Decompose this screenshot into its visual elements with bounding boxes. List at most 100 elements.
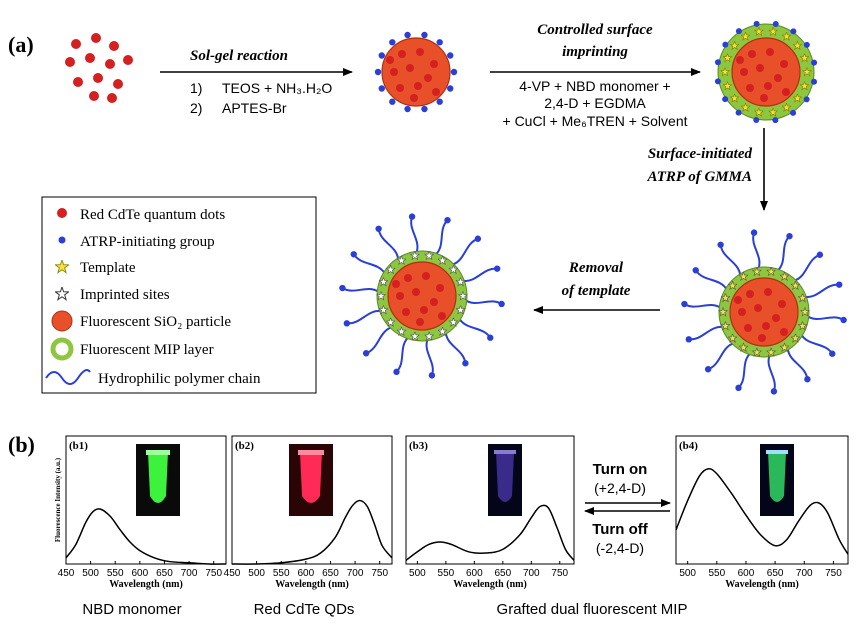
embedded-quantum-dot [746, 84, 754, 92]
chart-panel-label: (b1) [69, 440, 88, 452]
x-tick-label: 750 [371, 568, 388, 579]
spectrum-line [231, 499, 393, 565]
initiator-group [811, 59, 818, 66]
embedded-quantum-dot [414, 82, 422, 90]
x-tick-label: 600 [132, 568, 149, 579]
legend-label-quantum-dots: Red CdTe quantum dots [80, 207, 225, 223]
caption-b2: Red CdTe QDs [254, 601, 355, 618]
embedded-quantum-dot [396, 84, 404, 92]
polymer-chain [683, 303, 721, 309]
chart-b1: (b1) 450 500 550 600 650 700 750 Wavelength (nm)… [54, 435, 227, 590]
initiator-group [790, 28, 797, 35]
embedded-quantum-dot [740, 68, 748, 76]
polymer-chain [737, 352, 751, 389]
x-axis-label: Wavelength (nm) [275, 579, 349, 590]
turn-off-condition: (-2,4-D) [596, 540, 644, 556]
embedded-quantum-dot [402, 308, 410, 316]
chain-end-group [362, 350, 370, 357]
red-quantum-dot [113, 79, 123, 89]
initiator-group [447, 85, 454, 92]
initiator-group [404, 105, 411, 113]
turn-on-condition: (+2,4-D) [594, 480, 646, 496]
chain-end-group [692, 267, 699, 274]
chain-end-group [493, 265, 501, 272]
red-quantum-dot [107, 93, 117, 103]
polymer-chain [425, 339, 434, 376]
embedded-quantum-dot [780, 328, 788, 336]
chain-end-group [343, 320, 351, 327]
x-tick-label: 750 [551, 568, 568, 579]
red-quantum-dot [65, 57, 75, 67]
initiator-group [803, 96, 810, 103]
chain-end-group [428, 372, 436, 379]
embedded-quantum-dot [436, 284, 444, 292]
polymer-chain [694, 269, 728, 290]
chain-end-group [685, 336, 693, 343]
embedded-quantum-dot [386, 56, 394, 64]
vial-turned-on-photo [760, 444, 794, 516]
embedded-quantum-dot [760, 94, 768, 102]
x-tick-label: 550 [438, 568, 455, 579]
red-quantum-dot [91, 33, 101, 43]
particle-with-templates-and-chains [681, 229, 847, 395]
x-tick-label: 700 [347, 568, 364, 579]
chain-end-group [339, 284, 346, 292]
red-quantum-dot [105, 59, 115, 69]
imprinting-title-1: Controlled surface [537, 22, 653, 38]
caption-b3: Grafted dual fluorescent MIP [497, 601, 688, 618]
chain-end-group [681, 300, 688, 308]
chain-end-group [840, 316, 847, 324]
initiator-group [436, 98, 443, 105]
initiator-group [421, 31, 428, 39]
initiator-group [722, 96, 729, 103]
x-tick-label: 450 [224, 568, 241, 579]
initiator-group [378, 52, 385, 59]
embedded-quantum-dot [764, 288, 772, 296]
x-tick-label: 650 [322, 568, 339, 579]
x-tick-label: 500 [248, 568, 265, 579]
red-quantum-dot [89, 91, 99, 101]
x-tick-label: 750 [825, 568, 842, 579]
chain-end-group [816, 251, 824, 258]
chain-end-group [350, 251, 357, 258]
chain-end-group [750, 229, 758, 236]
polymer-chain [435, 219, 449, 256]
chain-end-group [829, 350, 836, 357]
embedded-quantum-dot [772, 314, 780, 322]
embedded-quantum-dot [430, 60, 438, 68]
embedded-quantum-dot [390, 68, 398, 76]
legend-box [41, 196, 317, 394]
embedded-quantum-dot [738, 308, 746, 316]
red-quantum-dot [71, 39, 81, 49]
spectrum-line [405, 504, 575, 561]
quantum-dot-cluster [65, 33, 133, 103]
polymer-chain [341, 287, 379, 293]
legend-label-sio2-particle: Fluorescent SiO₂ particle [80, 314, 231, 330]
embedded-quantum-dot [406, 64, 414, 72]
blue-dot-icon [58, 236, 66, 244]
x-tick-label: 550 [708, 568, 725, 579]
initiator-group [772, 20, 779, 27]
embedded-quantum-dot [778, 300, 786, 308]
embedded-quantum-dot [744, 324, 752, 332]
embedded-quantum-dot [422, 272, 430, 280]
sol-gel-step-1: TEOS + NH₃.H₂O [222, 80, 332, 96]
embedded-quantum-dot [748, 50, 756, 58]
chain-end-group [717, 241, 724, 248]
sol-gel-title: Sol-gel reaction [190, 48, 288, 64]
embedded-quantum-dot [764, 82, 772, 90]
x-tick-label: 650 [156, 568, 173, 579]
initiator-group [735, 109, 742, 116]
initiator-group [803, 41, 810, 48]
initiator-group [714, 59, 721, 66]
chain-end-group [735, 384, 742, 392]
polymer-chain [719, 244, 742, 276]
chart-panel-label: (b3) [409, 440, 428, 452]
initiator-group [753, 20, 760, 27]
embedded-quantum-dot [396, 292, 404, 300]
embedded-quantum-dot [432, 88, 440, 96]
orange-circle-icon [51, 310, 73, 332]
x-tick-label: 750 [205, 568, 222, 579]
x-axis-label: Wavelength (nm) [453, 579, 527, 590]
embedded-quantum-dot [412, 288, 420, 296]
